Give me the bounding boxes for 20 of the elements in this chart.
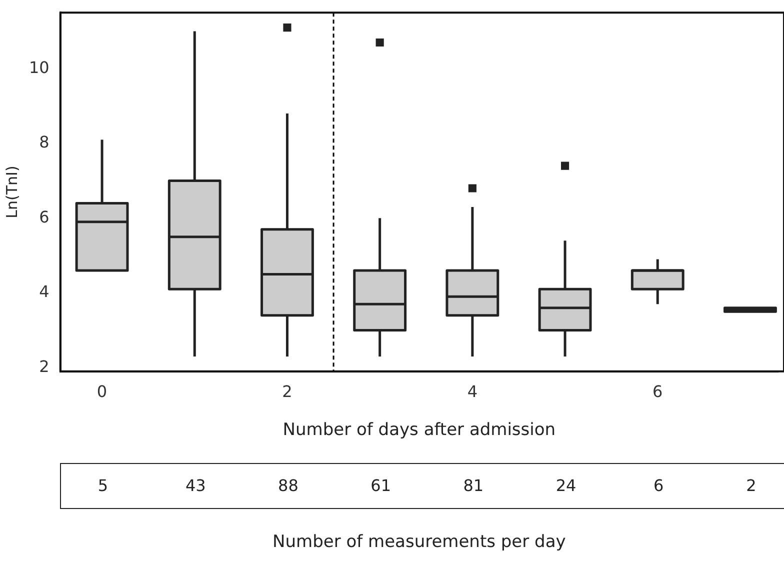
x-tick-label: 4 [467, 382, 478, 402]
y-tick-label: 4 [39, 282, 50, 302]
x-tick-label: 0 [96, 382, 108, 402]
text: 81 [463, 476, 484, 495]
text: Number of measurements per day [272, 532, 566, 552]
text: 24 [556, 476, 576, 495]
y-axis-title: Ln(TnI) [2, 166, 21, 218]
text: 6 [654, 476, 664, 495]
text: 61 [370, 476, 391, 495]
y-tick-label: 2 [39, 356, 50, 376]
text: 88 [278, 476, 298, 495]
text: 5 [98, 476, 108, 495]
text: 2 [746, 476, 756, 495]
x-axis-title: Number of days after admission [282, 420, 556, 440]
y-tick-label: 8 [39, 132, 50, 152]
y-tick-label: 10 [29, 58, 50, 77]
y-tick-label: 6 [39, 207, 50, 226]
text: 43 [185, 476, 206, 495]
x-tick-label: 2 [282, 382, 292, 402]
x-tick-label: 6 [652, 382, 663, 402]
